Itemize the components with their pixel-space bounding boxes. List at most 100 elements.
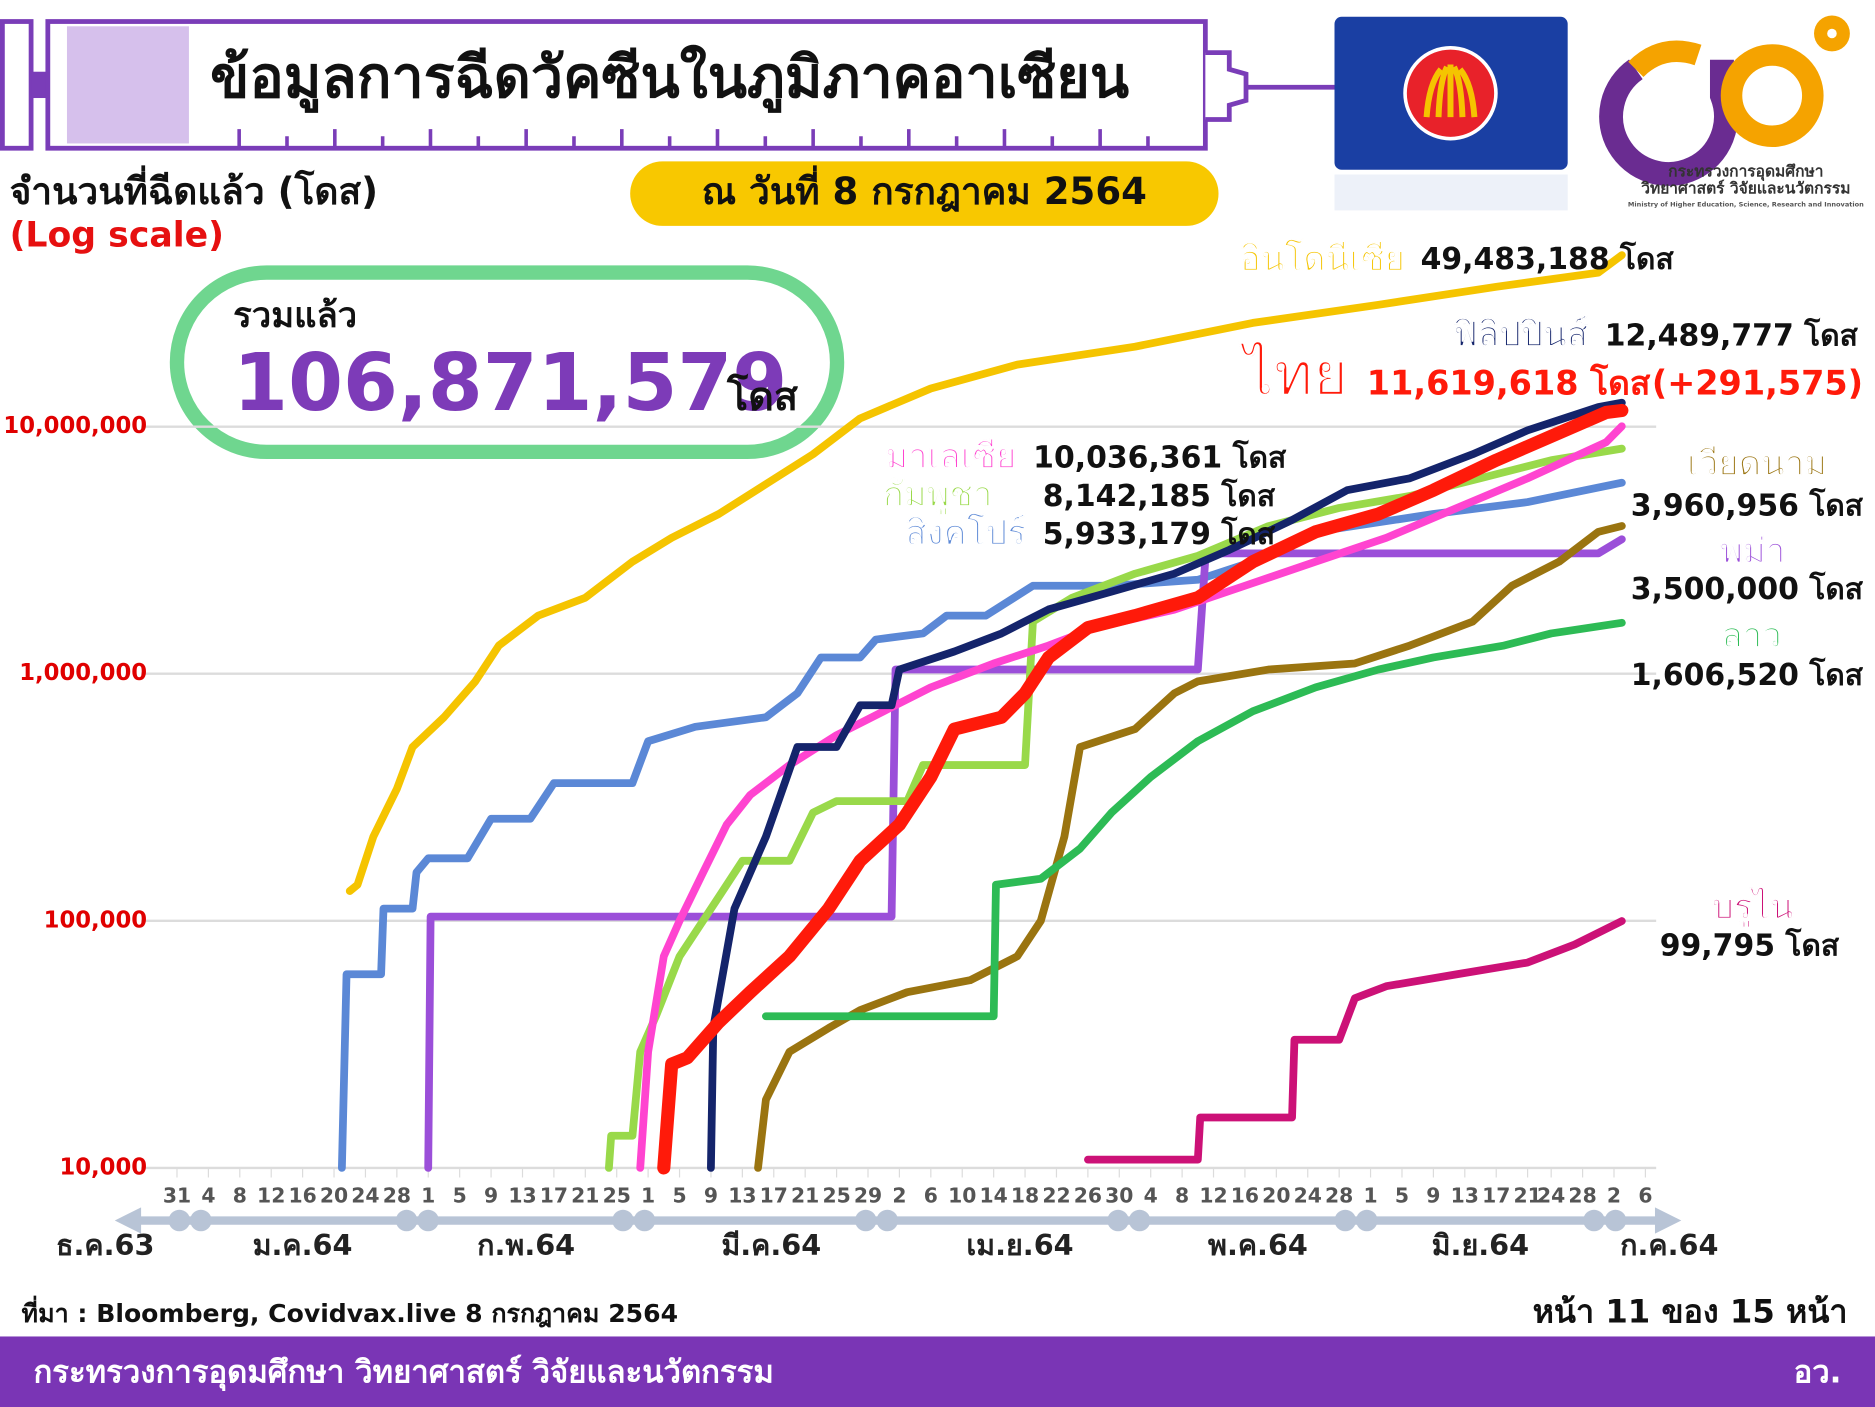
flag-reflection	[1334, 174, 1568, 211]
month-label: มิ.ย.64	[1432, 1228, 1529, 1262]
x-tick-label: 16	[288, 1184, 316, 1208]
x-axis-arrow	[1654, 1207, 1682, 1234]
x-tick-label: 5	[672, 1184, 686, 1208]
month-label: มี.ค.64	[721, 1228, 821, 1262]
source: ที่มา : Bloomberg, Covidvax.live 8 กรกฎา…	[22, 1295, 679, 1328]
month-label: ม.ค.64	[253, 1228, 353, 1262]
x-tick-label: 17	[1482, 1184, 1510, 1208]
total-value: 106,871,579	[233, 337, 787, 429]
x-tick-label: 28	[383, 1184, 411, 1208]
x-tick-label: 26	[1074, 1184, 1102, 1208]
series-total: 8,142,185 โดส	[1043, 477, 1276, 514]
x-tick-label: 31	[163, 1184, 191, 1208]
logo-line: กระทรวงการอุดมศึกษา	[1668, 163, 1823, 182]
x-tick-label: 21	[1513, 1184, 1541, 1208]
series-total: 12,489,777 โดส	[1605, 317, 1859, 354]
x-tick-label: 16	[1231, 1184, 1259, 1208]
x-tick-label: 6	[1638, 1184, 1652, 1208]
y-tick-label: 100,000	[44, 907, 147, 933]
x-tick-label: 20	[320, 1184, 348, 1208]
date: ณ วันที่ 8 กรกฎาคม 2564	[702, 165, 1147, 213]
syringe-scale	[237, 129, 1150, 149]
legend-name: พม่า	[1720, 531, 1785, 571]
x-tick-label: 13	[728, 1184, 756, 1208]
logo-purple	[1599, 59, 1738, 186]
x-tick-label: 24	[351, 1184, 379, 1208]
x-tick-label: 28	[1568, 1184, 1596, 1208]
y-tick-label: 10,000	[59, 1154, 147, 1180]
date-pill	[630, 161, 1219, 226]
logo: กระทรวงการอุดมศึกษา วิทยาศาสตร์ วิจัยและ…	[1599, 15, 1864, 208]
series-line	[345, 251, 1626, 895]
series-line	[754, 522, 1626, 1172]
logo-english: Ministry of Higher Education, Science, R…	[1628, 200, 1864, 208]
series-total: 3,500,000 โดส	[1631, 570, 1864, 607]
series-line	[762, 618, 1626, 1021]
x-tick-label: 9	[1426, 1184, 1440, 1208]
series-total: 10,036,361 โดส	[1033, 439, 1287, 476]
total-caption: รวมแล้ว	[233, 296, 357, 336]
month-boundary-dot	[1107, 1209, 1129, 1232]
x-tick-label: 5	[1395, 1184, 1409, 1208]
syringe-plunger	[66, 26, 189, 144]
legend-name: ฟิลิปปินส์	[1453, 315, 1588, 355]
x-tick-label: 24	[1294, 1184, 1322, 1208]
x-tick-label: 2	[892, 1184, 906, 1208]
x-tick-label: 18	[1011, 1184, 1039, 1208]
logo-orange-loop	[1720, 44, 1824, 148]
month-boundary-dot	[876, 1209, 899, 1232]
series-total: 11,619,618 โดส	[1367, 363, 1651, 402]
series-line	[657, 403, 1629, 1175]
x-tick-label: 28	[1325, 1184, 1353, 1208]
footer-ministry: กระทรวงการอุดมศึกษา วิทยาศาสตร์ วิจัยและ…	[33, 1355, 773, 1392]
total-box	[169, 265, 845, 460]
x-tick-label: 24	[1537, 1184, 1565, 1208]
series-change: (+291,575)	[1652, 363, 1863, 402]
x-tick-label: 13	[1451, 1184, 1479, 1208]
month-boundary-dot	[168, 1209, 191, 1232]
month-boundary-dot	[1334, 1209, 1357, 1232]
series-line	[636, 422, 1626, 1172]
syringe-nozzle	[1205, 50, 1249, 122]
footer-short: อว.	[1794, 1355, 1842, 1391]
title: ข้อมูลการฉีดวัคซีนในภูมิภาคอาเซียน	[210, 44, 1129, 113]
x-tick-label: 21	[571, 1184, 599, 1208]
series-total: 5,933,179 โดส	[1043, 515, 1276, 552]
month-boundary-dot	[633, 1209, 656, 1232]
legend-name: สิงคโปร์	[905, 511, 1026, 553]
x-tick-label: 17	[540, 1184, 568, 1208]
legend-name: เวียดนาม	[1687, 444, 1827, 484]
x-tick-label: 6	[924, 1184, 938, 1208]
month-boundary-dot	[612, 1209, 634, 1232]
x-tick-label: 1	[421, 1184, 435, 1208]
asean-flag	[1334, 16, 1568, 211]
month-boundary-dot	[1604, 1209, 1627, 1232]
series-line	[337, 478, 1626, 1172]
syringe	[0, 19, 1335, 151]
month-label: ก.ค.64	[1620, 1228, 1718, 1262]
syringe-handle	[0, 19, 34, 151]
series-line	[707, 398, 1626, 1172]
x-tick-label: 21	[791, 1184, 819, 1208]
x-tick-label: 25	[603, 1184, 631, 1208]
x-tick-label: 20	[1262, 1184, 1290, 1208]
month-label: พ.ค.64	[1208, 1228, 1308, 1262]
page-number: หน้า 11 ของ 15 หน้า	[1533, 1293, 1848, 1331]
footer-bar	[0, 1336, 1875, 1407]
x-tick-label: 5	[453, 1184, 467, 1208]
x-tick-label: 17	[760, 1184, 788, 1208]
y-axis-label: จำนวนที่ฉีดแล้ว (โดส)	[10, 165, 378, 213]
x-tick-label: 29	[854, 1184, 882, 1208]
legend-name: บรูไน	[1712, 886, 1794, 929]
flag-rice	[1423, 64, 1478, 118]
series-total: 1,606,520 โดส	[1631, 656, 1864, 693]
logo-orange-top	[1628, 40, 1702, 78]
series-total: 99,795 โดส	[1660, 926, 1840, 963]
x-tick-label: 4	[1144, 1184, 1158, 1208]
month-boundary-dot	[1356, 1209, 1378, 1232]
total-unit: โดส	[726, 373, 799, 420]
month-label: ธ.ค.63	[56, 1228, 154, 1262]
x-tick-label: 12	[1199, 1184, 1227, 1208]
x-tick-label: 22	[1042, 1184, 1070, 1208]
